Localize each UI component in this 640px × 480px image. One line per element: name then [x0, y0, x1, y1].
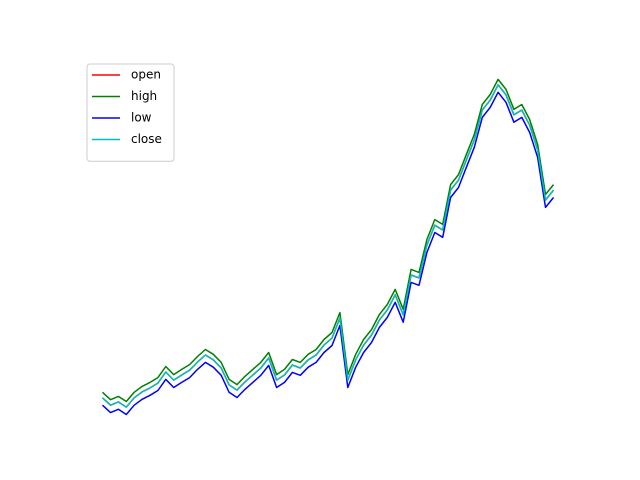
- series-line: [101, 84, 555, 408]
- legend-label: close: [131, 132, 162, 146]
- series-line: [101, 91, 555, 416]
- legend-box: [86, 63, 175, 162]
- legend-label: high: [131, 89, 157, 103]
- legend-label: low: [131, 111, 152, 125]
- series-line: [101, 78, 555, 403]
- legend-label: open: [131, 68, 161, 82]
